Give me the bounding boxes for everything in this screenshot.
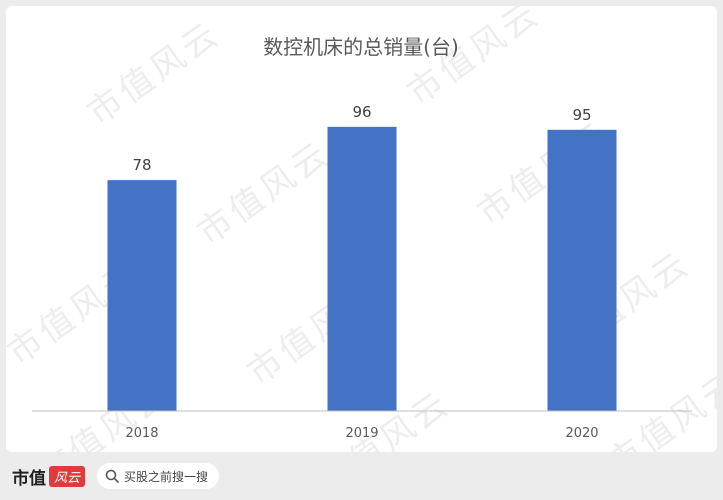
bar-2019 <box>327 126 397 411</box>
search-icon <box>105 469 119 483</box>
search-label: 买股之前搜一搜 <box>124 469 209 484</box>
search-button[interactable]: 买股之前搜一搜 <box>97 463 220 489</box>
x-tick-label-2018: 2018 <box>125 426 158 441</box>
data-label-2020: 95 <box>572 106 591 124</box>
brand[interactable]: 市值 风云 <box>12 464 86 489</box>
brand-name: 市值 <box>12 468 46 489</box>
brand-logo: 风云 <box>49 465 86 487</box>
chart-card: 市值风云 市值风云 市值风云 市值风云 市值风云 市值风云 市值风云 市值风云 … <box>6 6 717 452</box>
bar-2018 <box>107 180 177 411</box>
data-label-2019: 96 <box>352 103 371 121</box>
chart-title: 数控机床的总销量(台) <box>263 35 459 59</box>
x-tick-label-2019: 2019 <box>345 426 378 441</box>
bar-2020 <box>547 129 617 412</box>
bar-chart: 数控机床的总销量(台) 78 2018 96 2019 95 2020 <box>32 35 692 441</box>
x-tick-label-2020: 2020 <box>565 426 598 441</box>
footer-bar: 市值 风云 买股之前搜一搜 <box>0 452 723 500</box>
data-label-2018: 78 <box>132 156 151 174</box>
